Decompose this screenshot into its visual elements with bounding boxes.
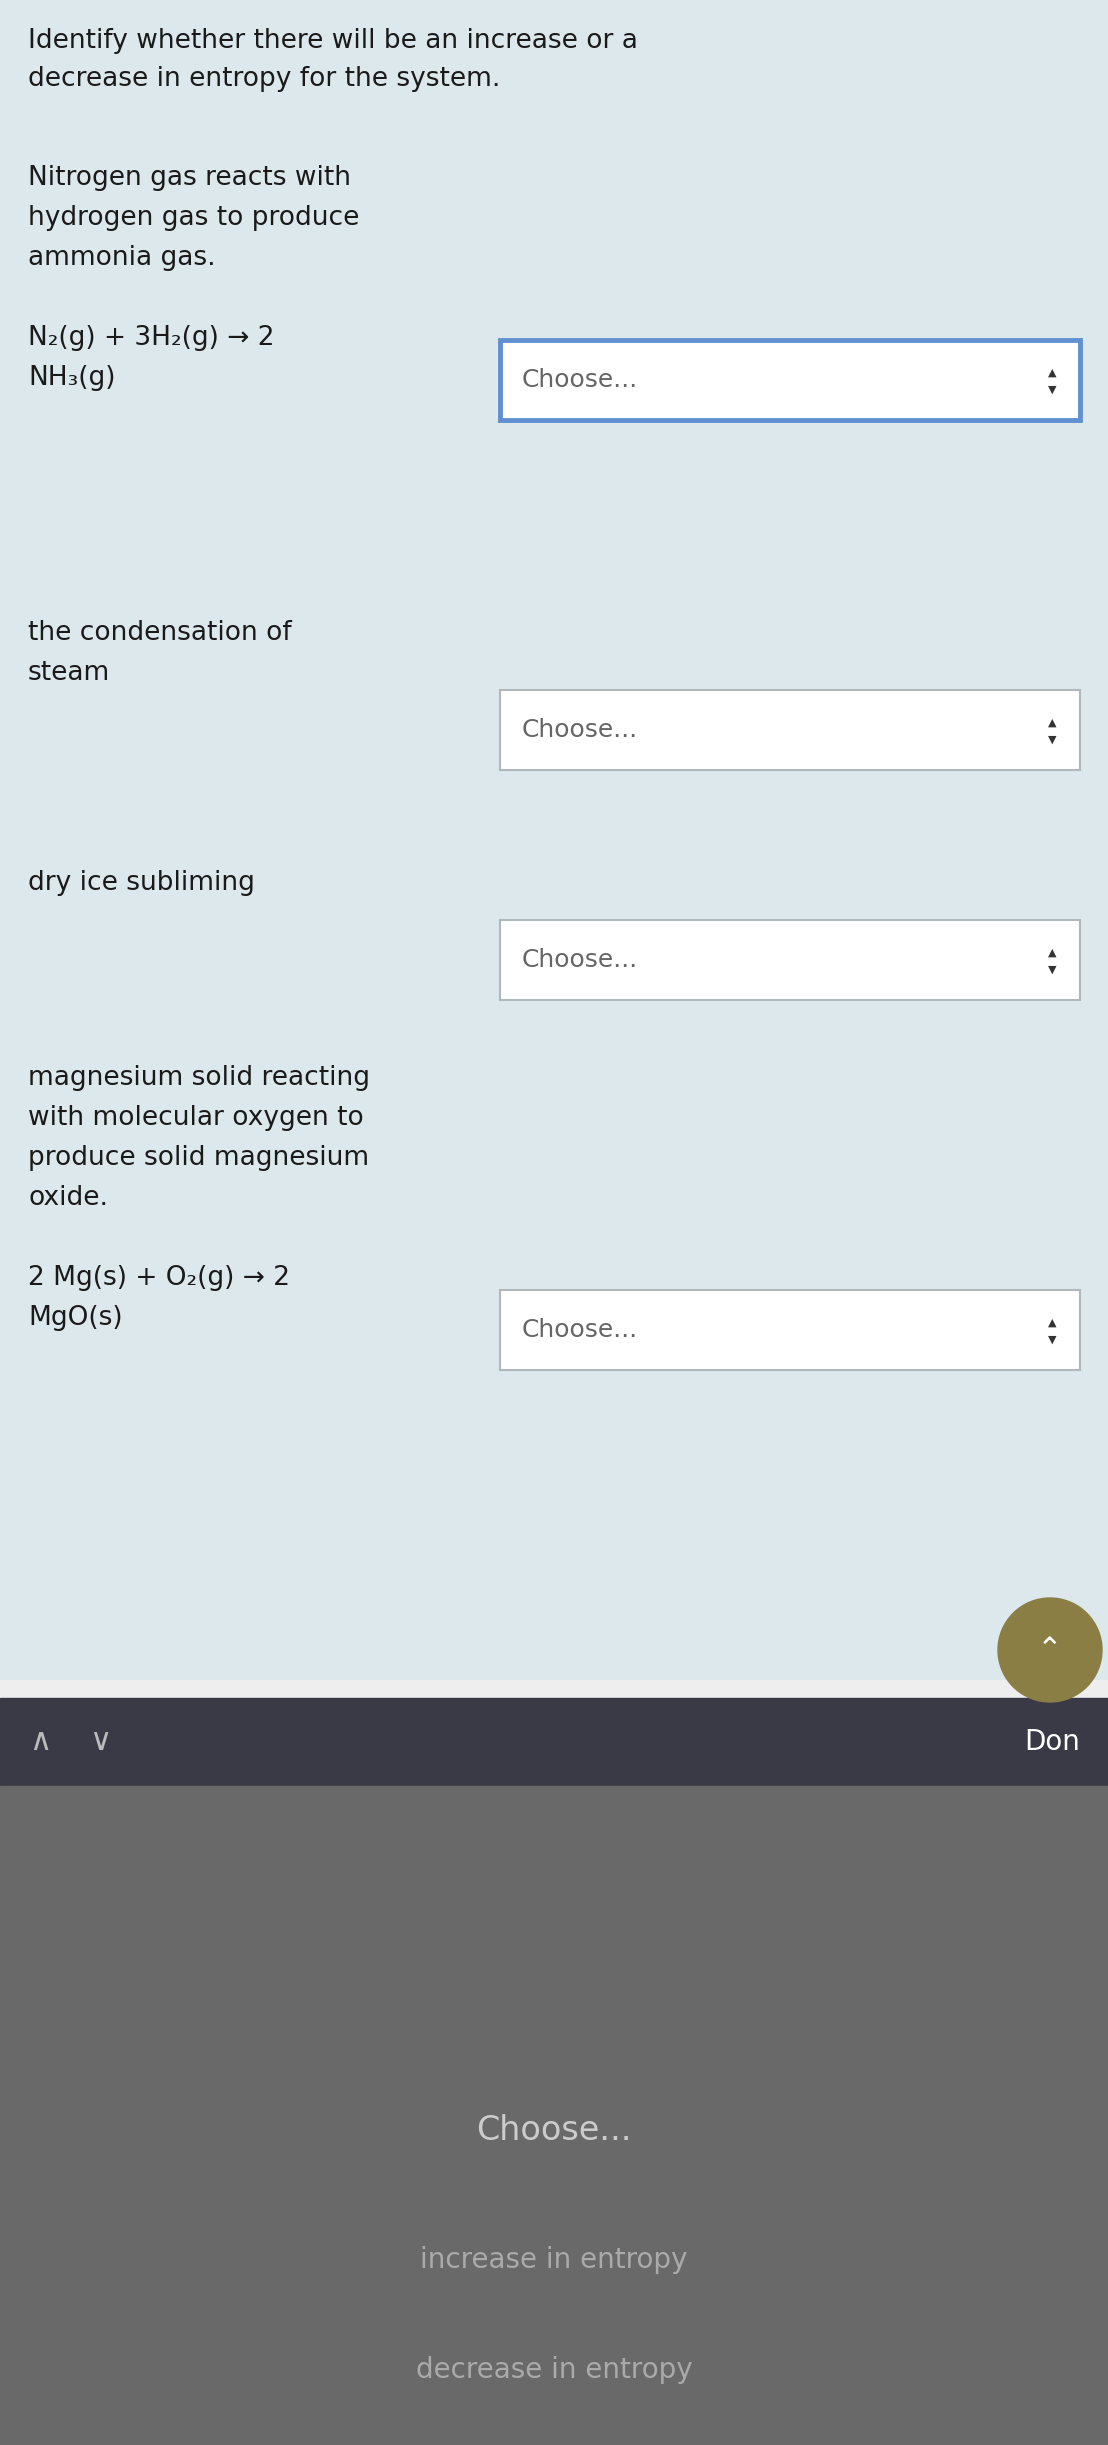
- Text: ▼: ▼: [1048, 384, 1056, 396]
- Text: Choose...: Choose...: [522, 1318, 638, 1342]
- Text: ▲: ▲: [1048, 949, 1056, 958]
- Text: ▲: ▲: [1048, 719, 1056, 729]
- FancyBboxPatch shape: [500, 340, 1080, 421]
- Text: ∨: ∨: [89, 1729, 111, 1756]
- Bar: [0, 1785, 1108, 2445]
- Text: increase in entropy: increase in entropy: [420, 2247, 688, 2274]
- Text: decrease in entropy: decrease in entropy: [416, 2357, 692, 2384]
- Text: magnesium solid reacting
with molecular oxygen to
produce solid magnesium
oxide.: magnesium solid reacting with molecular …: [28, 1066, 370, 1330]
- Text: Choose...: Choose...: [522, 949, 638, 973]
- Bar: [0, 0, 1108, 1680]
- Circle shape: [998, 1599, 1102, 1702]
- FancyBboxPatch shape: [500, 689, 1080, 770]
- Text: ▼: ▼: [1048, 1335, 1056, 1345]
- Text: Choose...: Choose...: [476, 2112, 632, 2147]
- Text: ▲: ▲: [1048, 1318, 1056, 1328]
- Text: Identify whether there will be an increase or a
decrease in entropy for the syst: Identify whether there will be an increa…: [28, 27, 638, 93]
- FancyBboxPatch shape: [500, 919, 1080, 1000]
- Text: ▼: ▼: [1048, 736, 1056, 746]
- Text: Choose...: Choose...: [522, 719, 638, 741]
- Text: Choose...: Choose...: [522, 369, 638, 391]
- Text: the condensation of
steam: the condensation of steam: [28, 621, 291, 687]
- Text: dry ice subliming: dry ice subliming: [28, 870, 255, 895]
- Text: ▼: ▼: [1048, 966, 1056, 976]
- Text: Don: Don: [1024, 1729, 1080, 1756]
- Bar: [0, 1697, 1108, 1785]
- Text: ▲: ▲: [1048, 369, 1056, 379]
- Bar: [0, 1680, 1108, 1697]
- Text: ∧: ∧: [29, 1729, 51, 1756]
- Text: ⌃: ⌃: [1037, 1636, 1063, 1665]
- Text: Nitrogen gas reacts with
hydrogen gas to produce
ammonia gas.

N₂(g) + 3H₂(g) → : Nitrogen gas reacts with hydrogen gas to…: [28, 164, 359, 391]
- FancyBboxPatch shape: [500, 1291, 1080, 1369]
